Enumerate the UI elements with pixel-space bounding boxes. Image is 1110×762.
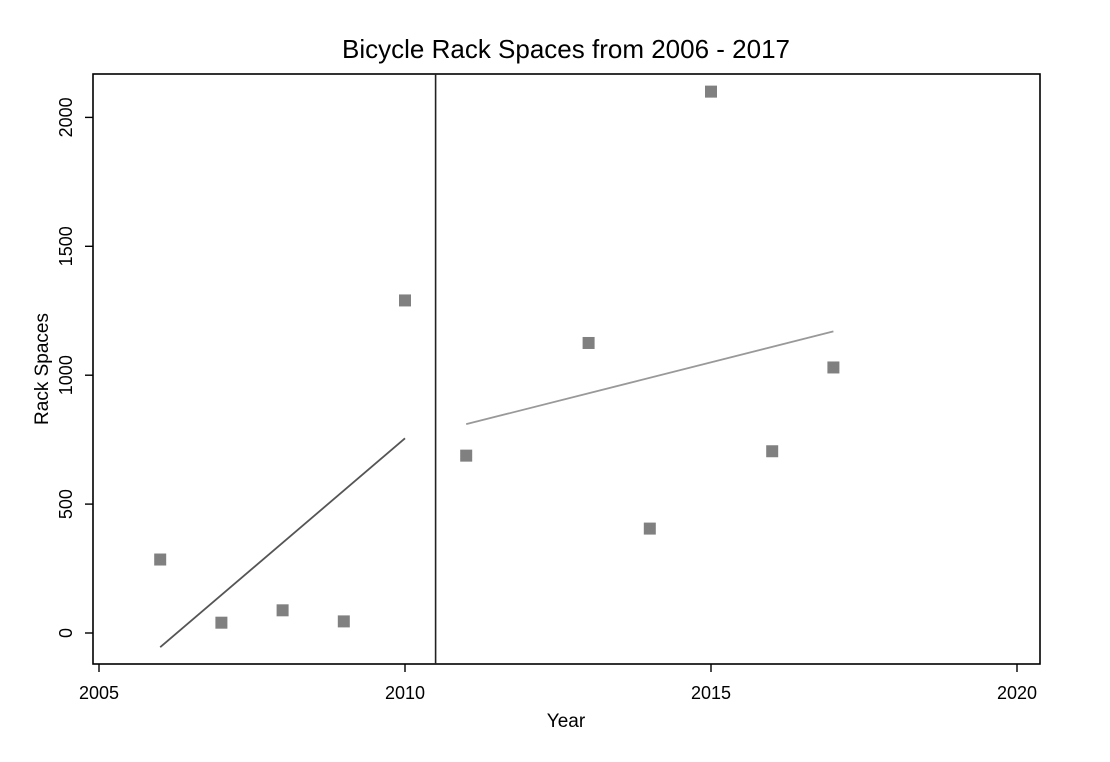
x-axis-label: Year xyxy=(547,711,586,732)
data-point xyxy=(399,294,411,307)
y-tick-label: 0 xyxy=(56,628,76,638)
y-tick-label: 1000 xyxy=(56,355,76,395)
data-point xyxy=(766,445,779,458)
data-point xyxy=(154,553,167,566)
fit-line-post xyxy=(465,330,834,426)
data-point xyxy=(460,449,473,462)
y-tick-label: 500 xyxy=(56,489,76,519)
data-point xyxy=(643,522,656,535)
data-point xyxy=(582,336,595,349)
chart-title: Bicycle Rack Spaces from 2006 - 2017 xyxy=(342,34,790,64)
plot-frame xyxy=(92,73,1041,665)
data-point xyxy=(276,604,289,617)
data-points xyxy=(154,85,840,629)
x-tick-label: 2010 xyxy=(385,683,425,703)
data-point xyxy=(215,616,228,629)
x-tick-label: 2020 xyxy=(997,683,1037,703)
y-tick-label: 2000 xyxy=(56,97,76,137)
x-tick-label: 2005 xyxy=(79,683,119,703)
fit-lines xyxy=(159,330,834,648)
data-point xyxy=(337,615,350,628)
data-point xyxy=(827,361,840,374)
x-axis: 2005 2010 2015 2020 xyxy=(79,664,1037,703)
y-axis: 0 500 1000 1500 2000 xyxy=(56,97,93,638)
x-tick-label: 2015 xyxy=(691,683,731,703)
fit-line-pre xyxy=(159,437,406,648)
y-tick-label: 1500 xyxy=(56,226,76,266)
y-axis-label: Rack Spaces xyxy=(32,313,53,425)
data-point xyxy=(705,85,717,98)
